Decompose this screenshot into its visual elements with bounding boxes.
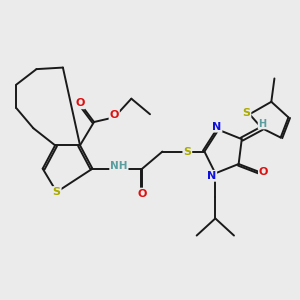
Text: NH: NH	[110, 160, 128, 171]
Text: H: H	[259, 118, 267, 129]
Text: S: S	[183, 147, 191, 157]
Text: O: O	[75, 98, 85, 108]
Text: O: O	[259, 167, 268, 177]
Text: N: N	[212, 122, 221, 132]
Text: S: S	[53, 187, 61, 197]
Text: O: O	[110, 110, 119, 120]
Text: N: N	[207, 171, 216, 181]
Text: O: O	[137, 188, 147, 199]
Text: S: S	[242, 108, 250, 118]
